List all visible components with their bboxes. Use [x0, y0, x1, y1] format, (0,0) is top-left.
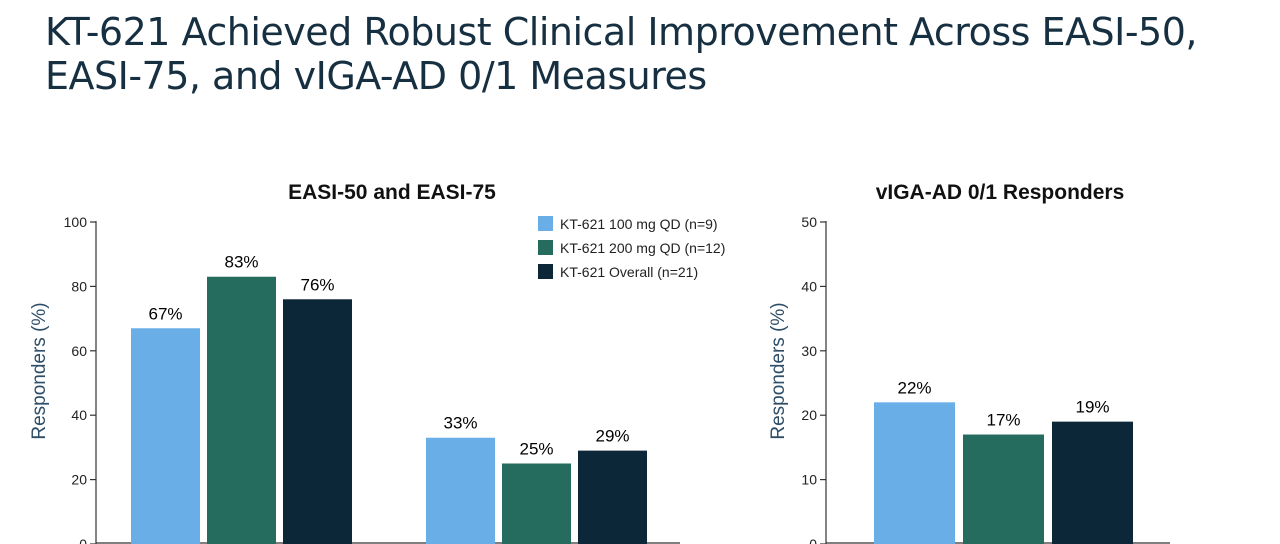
viga-y-axis-label: Responders (%): [768, 302, 789, 439]
easi-data-label: 33%: [443, 414, 477, 433]
legend-swatch-2: [538, 240, 553, 255]
easi-y-tick-label: 80: [71, 278, 87, 294]
easi-chart: EASI-50 and EASI-75 Responders (%) 0 20 40 60…: [29, 181, 725, 544]
easi-data-label: 67%: [148, 304, 182, 323]
easi-y-tick-label: 100: [64, 214, 88, 230]
viga-y-tick-label: 10: [801, 472, 817, 488]
easi-y-tick-label: 40: [71, 407, 87, 423]
viga-y-tick-label: 20: [801, 407, 817, 423]
easi-bar-2-2: [502, 463, 571, 544]
viga-chart-title: vIGA-AD 0/1 Responders: [876, 181, 1125, 204]
slide-title: KT-621 Achieved Robust Clinical Improvem…: [45, 10, 1197, 98]
viga-chart: vIGA-AD 0/1 Responders Responders (%) 0 10 2…: [768, 181, 1170, 544]
viga-y-tick-label: 30: [801, 343, 817, 359]
viga-data-label: 17%: [986, 411, 1020, 430]
viga-data-label: 19%: [1075, 398, 1109, 417]
easi-legend: KT-621 100 mg QD (n=9) KT-621 200 mg QD (…: [538, 216, 725, 280]
viga-y-tick-label: 40: [801, 278, 817, 294]
viga-bar-1-1: [874, 402, 955, 544]
easi-data-label: 25%: [519, 440, 553, 459]
easi-data-label: 76%: [300, 275, 334, 294]
easi-bar-2-1: [207, 276, 276, 544]
easi-bar-1-1: [131, 328, 200, 544]
easi-y-axis-label: Responders (%): [29, 302, 50, 439]
easi-y-tick-label: 60: [71, 343, 87, 359]
legend-swatch-1: [538, 216, 553, 231]
legend-label: KT-621 100 mg QD (n=9): [560, 216, 718, 232]
easi-bar-3-2: [578, 450, 647, 544]
legend-label: KT-621 200 mg QD (n=12): [560, 240, 725, 256]
easi-y-tick-label: 20: [71, 472, 87, 488]
viga-y-tick-label: 0: [809, 536, 817, 544]
easi-bar-1-2: [426, 437, 495, 544]
viga-data-label: 22%: [897, 378, 931, 397]
easi-data-label: 29%: [595, 427, 629, 446]
easi-chart-title: EASI-50 and EASI-75: [288, 181, 496, 204]
legend-swatch-3: [538, 264, 553, 279]
viga-y-tick-label: 50: [801, 214, 817, 230]
legend-label: KT-621 Overall (n=21): [560, 264, 698, 280]
easi-data-label: 83%: [224, 253, 258, 272]
easi-bar-3-1: [283, 299, 352, 544]
viga-bar-2-1: [963, 434, 1044, 544]
easi-y-tick-label: 0: [79, 536, 87, 544]
viga-bar-3-1: [1052, 421, 1133, 544]
